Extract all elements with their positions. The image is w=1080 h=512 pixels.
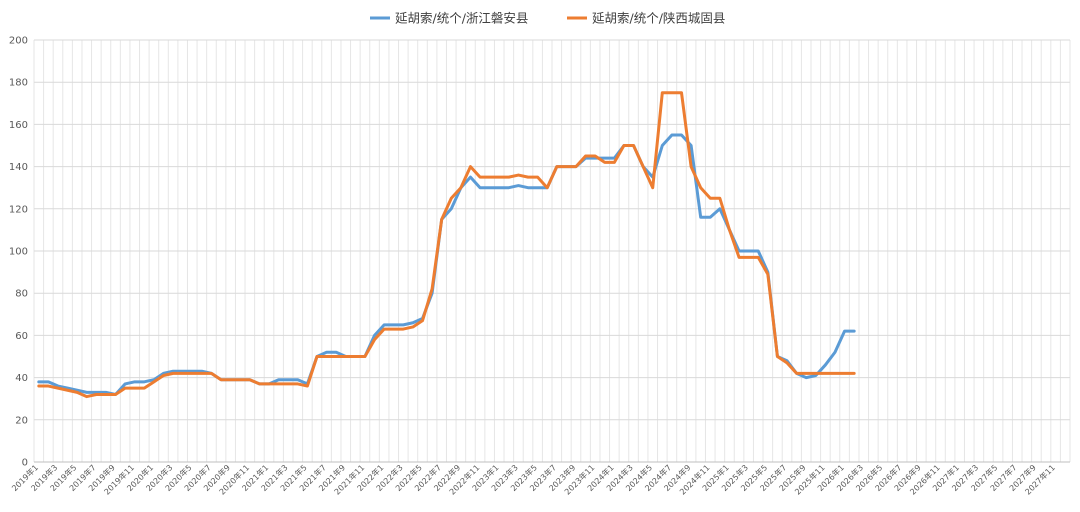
y-tick-label: 80 [15,289,28,300]
gridlines [33,39,1071,463]
y-tick-label: 200 [9,36,28,47]
legend-label: 延胡索/统个/陕西城固县 [592,11,725,26]
legend: 延胡索/统个/浙江磐安县 延胡索/统个/陕西城固县 [370,11,725,26]
y-tick-label: 140 [9,162,28,173]
legend-label: 延胡索/统个/浙江磐安县 [395,11,528,26]
y-tick-label: 20 [15,415,28,426]
y-tick-label: 120 [9,204,28,215]
y-tick-label: 40 [15,373,28,384]
series-line-2 [37,91,856,399]
y-tick-label: 0 [22,458,28,469]
y-tick-label: 160 [9,120,28,131]
series-line-1 [37,133,856,396]
y-tick-label: 180 [9,78,28,89]
y-tick-label: 60 [15,331,28,342]
y-tick-label: 100 [9,247,28,258]
series-lines [37,91,856,399]
